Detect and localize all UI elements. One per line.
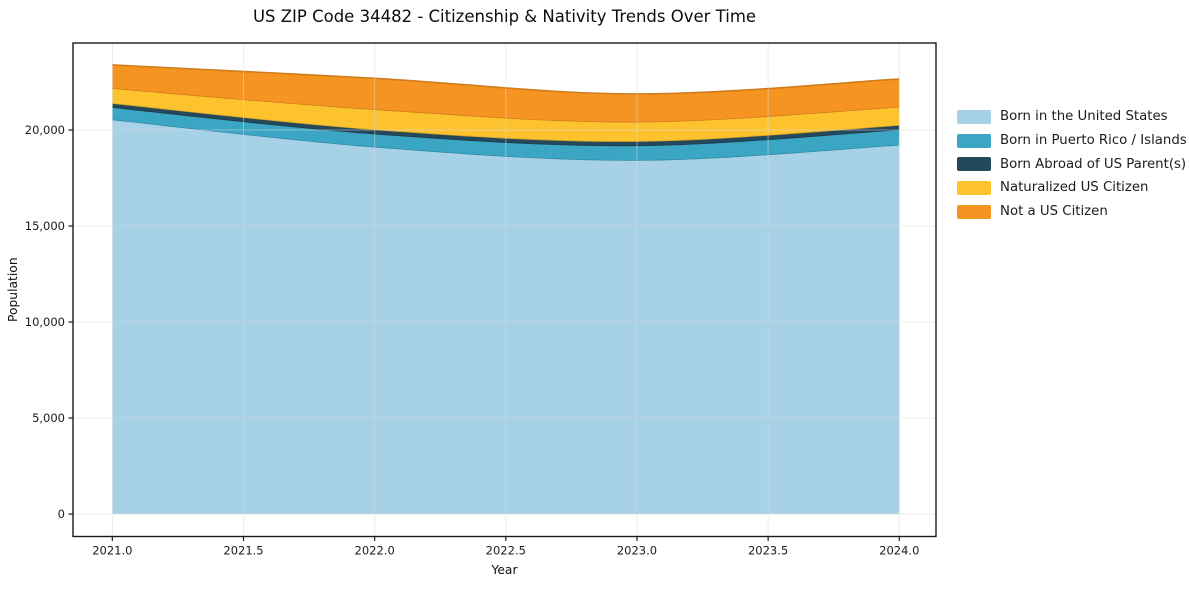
x-tick-label: 2022.0 <box>355 544 395 558</box>
plot-frame <box>72 42 937 538</box>
legend-label: Not a US Citizen <box>1000 204 1108 220</box>
legend-swatch-puerto-rico <box>957 133 991 148</box>
legend-label: Born in the United States <box>1000 109 1168 125</box>
area-series-1 <box>112 107 900 160</box>
chart-title: US ZIP Code 34482 - Citizenship & Nativi… <box>252 7 757 26</box>
legend-label: Born Abroad of US Parent(s) <box>1000 156 1187 172</box>
legend-item: Born in the United States <box>957 105 1187 129</box>
x-tick-label: 2021.5 <box>223 544 263 558</box>
legend-item: Not a US Citizen <box>957 200 1187 224</box>
area-series-3 <box>112 88 900 142</box>
legend-swatch-naturalized <box>957 180 991 195</box>
legend-item: Born in Puerto Rico / Islands <box>957 129 1187 153</box>
x-tick-label: 2023.5 <box>748 544 788 558</box>
legend-swatch-not-citizen <box>957 204 991 219</box>
chart-legend: Born in the United States Born in Puerto… <box>957 105 1187 223</box>
gridlines <box>73 43 936 537</box>
y-tick-label: 20,000 <box>25 123 65 137</box>
legend-label: Born in Puerto Rico / Islands <box>1000 133 1187 149</box>
y-tick-label: 0 <box>58 507 65 521</box>
y-tick-label: 15,000 <box>25 219 65 233</box>
x-tick-label: 2022.5 <box>486 544 526 558</box>
x-tick-label: 2021.0 <box>92 544 132 558</box>
x-tick-label: 2023.0 <box>617 544 657 558</box>
x-axis-label: Year <box>491 563 518 577</box>
legend-swatch-born-abroad <box>957 157 991 172</box>
y-tick-label: 5,000 <box>32 411 65 425</box>
tick-labels: 2021.0 2021.5 2022.0 2022.5 2023.0 2023.5 2024… <box>25 123 920 558</box>
x-tick-label: 2024.0 <box>879 544 919 558</box>
legend-item: Born Abroad of US Parent(s) <box>957 152 1187 176</box>
legend-item: Naturalized US Citizen <box>957 176 1187 200</box>
legend-swatch-born-in-us <box>957 109 991 124</box>
tick-marks <box>68 129 900 541</box>
legend-label: Naturalized US Citizen <box>1000 180 1149 196</box>
y-axis-label: Population <box>6 257 20 323</box>
y-tick-label: 10,000 <box>25 315 65 329</box>
